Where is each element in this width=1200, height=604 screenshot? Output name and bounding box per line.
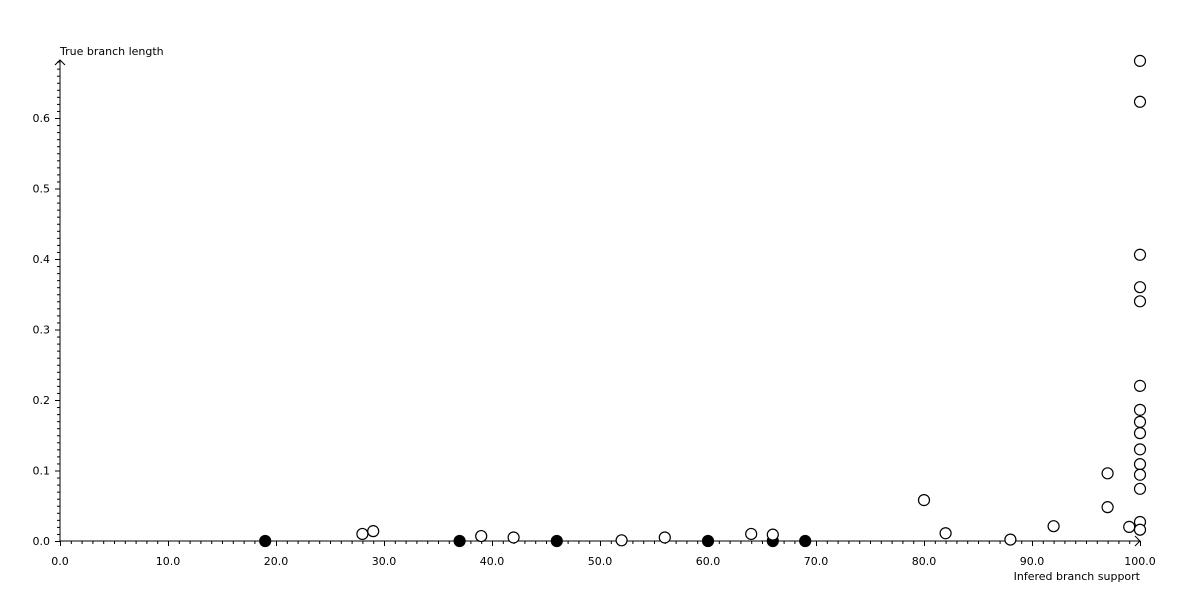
- y-tick-labels: 0.0 0.1 0.2 0.3 0.4 0.5 0.6: [33, 112, 51, 548]
- x-tick-label: 50.0: [588, 555, 613, 568]
- x-tick-label: 90.0: [1020, 555, 1045, 568]
- x-axis-label: Infered branch support: [1014, 570, 1141, 583]
- filled-data-point: [701, 534, 715, 548]
- open-data-point: [766, 528, 779, 541]
- open-data-point: [658, 531, 671, 544]
- y-tick-label: 0.4: [33, 253, 51, 266]
- open-data-point: [1133, 379, 1147, 392]
- open-data-point: [1133, 427, 1147, 440]
- y-tick-label: 0.3: [33, 324, 51, 337]
- filled-data-point: [550, 534, 563, 548]
- open-data-point: [1133, 54, 1147, 67]
- x-tick-label: 20.0: [264, 555, 289, 568]
- open-data-point: [615, 534, 628, 547]
- open-data-point: [1133, 482, 1147, 495]
- open-data-point: [1133, 403, 1147, 416]
- x-tick-label: 40.0: [480, 555, 505, 568]
- open-data-point: [475, 529, 488, 543]
- y-tick-label: 0.0: [33, 535, 51, 548]
- open-data-point: [367, 525, 380, 538]
- open-data-point: [507, 531, 520, 544]
- open-data-point: [1133, 295, 1147, 308]
- x-tick-label: 100.0: [1124, 555, 1156, 568]
- x-tick-label: 30.0: [372, 555, 397, 568]
- open-data-point: [1133, 523, 1147, 536]
- y-tick-label: 0.5: [33, 183, 51, 196]
- open-data-point: [1101, 467, 1114, 480]
- axes: [54, 59, 1141, 547]
- open-data-point: [917, 494, 931, 507]
- y-tick-label: 0.2: [33, 394, 51, 407]
- data-points: [259, 54, 1147, 548]
- open-data-point: [1133, 95, 1147, 108]
- open-data-point: [1123, 520, 1136, 534]
- open-data-point: [1133, 468, 1147, 481]
- open-data-point: [939, 527, 952, 540]
- filled-data-point: [259, 534, 272, 548]
- y-axis-arrow: [54, 59, 66, 66]
- x-tick-label: 70.0: [804, 555, 829, 568]
- open-data-point: [1133, 415, 1147, 428]
- x-tick-label: 0.0: [51, 555, 69, 568]
- open-data-point: [1101, 501, 1114, 514]
- x-tick-label: 10.0: [156, 555, 181, 568]
- open-data-point: [1133, 443, 1147, 456]
- open-data-point: [745, 527, 758, 541]
- y-axis-label: True branch length: [59, 45, 164, 58]
- y-tick-label: 0.6: [33, 112, 51, 125]
- open-data-point: [356, 527, 369, 541]
- open-data-point: [1133, 248, 1147, 261]
- x-tick-label: 80.0: [912, 555, 937, 568]
- open-data-point: [1047, 520, 1060, 533]
- filled-data-point: [799, 534, 812, 548]
- open-data-point: [1004, 533, 1017, 546]
- open-data-point: [1133, 281, 1147, 294]
- x-tick-labels: 0.0 10.0 20.0 30.0 40.0 50.0 60.0 70.0 80.0 90.0 1…: [51, 555, 1156, 568]
- x-tick-label: 60.0: [696, 555, 721, 568]
- filled-data-point: [453, 534, 466, 548]
- y-tick-label: 0.1: [33, 465, 51, 478]
- open-data-point: [1133, 458, 1147, 471]
